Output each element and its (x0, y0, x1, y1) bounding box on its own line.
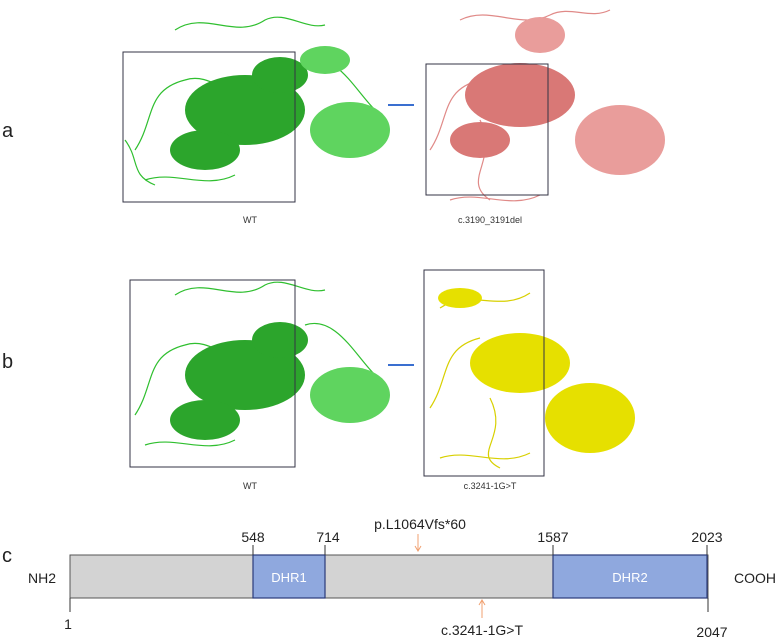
highlight-box (425, 63, 549, 196)
pos-2023-label: 2023 (691, 529, 722, 545)
highlight-box (423, 269, 545, 477)
domain-dhr2-label: DHR2 (612, 570, 647, 585)
highlight-box (129, 279, 296, 468)
domain-dhr1 (252, 554, 326, 599)
mutant-structure-image-b (423, 269, 635, 477)
mutation-top-label: p.L1064Vfs*60 (374, 516, 466, 532)
mutation-bottom-label: c.3241-1G>T (441, 622, 524, 638)
c-terminus-label: COOH (734, 570, 776, 586)
n-terminus-label: NH2 (28, 570, 56, 586)
wt-structure-image-b (129, 279, 390, 468)
panel-letter-c: c (2, 545, 12, 567)
arrow-right-icon-a (388, 104, 414, 106)
panel-letter-a: a (2, 120, 14, 142)
wt-structure-image-a (122, 16, 390, 203)
caption-mutant-b: c.3241-1G>T (463, 481, 517, 491)
caption-wt-a: WT (243, 215, 257, 225)
domain-dhr2 (552, 554, 708, 599)
pos-714-label: 714 (316, 529, 340, 545)
mutant-structure-image-a (425, 9, 665, 202)
highlight-box (122, 51, 296, 203)
panel-letter-b: b (2, 351, 14, 373)
pos-548-label: 548 (241, 529, 265, 545)
caption-wt-b: WT (243, 481, 257, 491)
pos-1587-label: 1587 (537, 529, 568, 545)
arrow-right-icon-b (388, 364, 414, 366)
pos-1-label: 1 (64, 616, 72, 632)
domain-dhr1-label: DHR1 (271, 570, 306, 585)
protein-domain-map: NH2 COOH DHR1 DHR2 548 714 1587 2023 1 2… (28, 516, 776, 640)
caption-mutant-a: c.3190_3191del (457, 215, 523, 225)
pos-2047-label: 2047 (696, 624, 727, 640)
